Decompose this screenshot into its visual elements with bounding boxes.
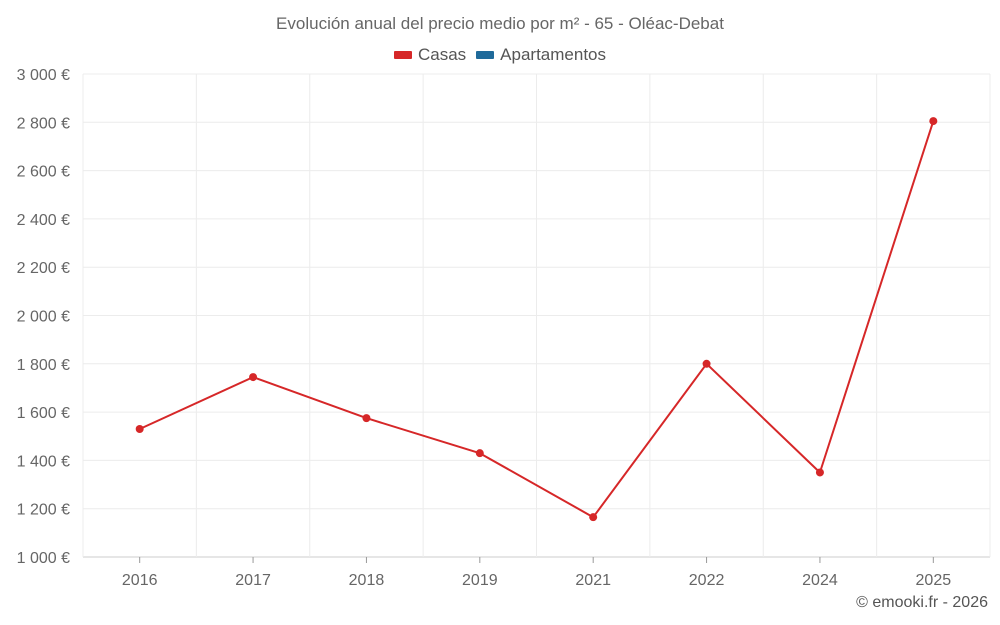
data-point-casas [475, 449, 484, 458]
x-tick-label: 2022 [689, 572, 725, 589]
data-point-casas [249, 373, 258, 382]
y-tick-label: 2 600 € [17, 164, 70, 181]
data-point-casas [815, 468, 824, 477]
legend-label-casas: Casas [417, 45, 467, 64]
y-tick-label: 2 000 € [17, 309, 70, 326]
legend: Casas Apartamentos [0, 45, 1000, 65]
data-point-casas [135, 425, 144, 434]
x-tick-label: 2017 [235, 572, 271, 589]
y-tick-label: 2 400 € [17, 212, 70, 229]
x-tick-label: 2019 [462, 572, 498, 589]
x-tick-label: 2024 [802, 572, 838, 589]
x-tick-label: 2018 [349, 572, 385, 589]
y-tick-label: 1 000 € [17, 550, 70, 567]
data-point-casas [702, 359, 711, 368]
y-tick-label: 1 400 € [17, 453, 70, 470]
data-point-casas [589, 513, 598, 522]
legend-label-apartamentos: Apartamentos [500, 45, 607, 64]
legend-item-apartamentos[interactable]: Apartamentos [476, 45, 606, 65]
x-tick-label: 2021 [575, 572, 611, 589]
y-tick-label: 1 200 € [17, 502, 70, 519]
legend-swatch-casas [393, 51, 412, 59]
legend-swatch-apartamentos [476, 51, 495, 59]
data-point-casas [929, 117, 938, 126]
y-tick-label: 3 000 € [17, 67, 70, 84]
y-tick-label: 2 800 € [17, 115, 70, 132]
y-tick-label: 1 600 € [17, 405, 70, 422]
y-tick-label: 2 200 € [17, 260, 70, 277]
series-line-casas [139, 120, 935, 519]
x-tick-label: 2025 [916, 572, 952, 589]
legend-item-casas[interactable]: Casas [393, 45, 467, 65]
credit-text: © emooki.fr - 2026 [856, 594, 988, 611]
chart-title: Evolución anual del precio medio por m² … [276, 14, 724, 33]
data-point-casas [362, 414, 371, 423]
x-tick-label: 2016 [122, 572, 158, 589]
y-tick-label: 1 800 € [17, 357, 70, 374]
